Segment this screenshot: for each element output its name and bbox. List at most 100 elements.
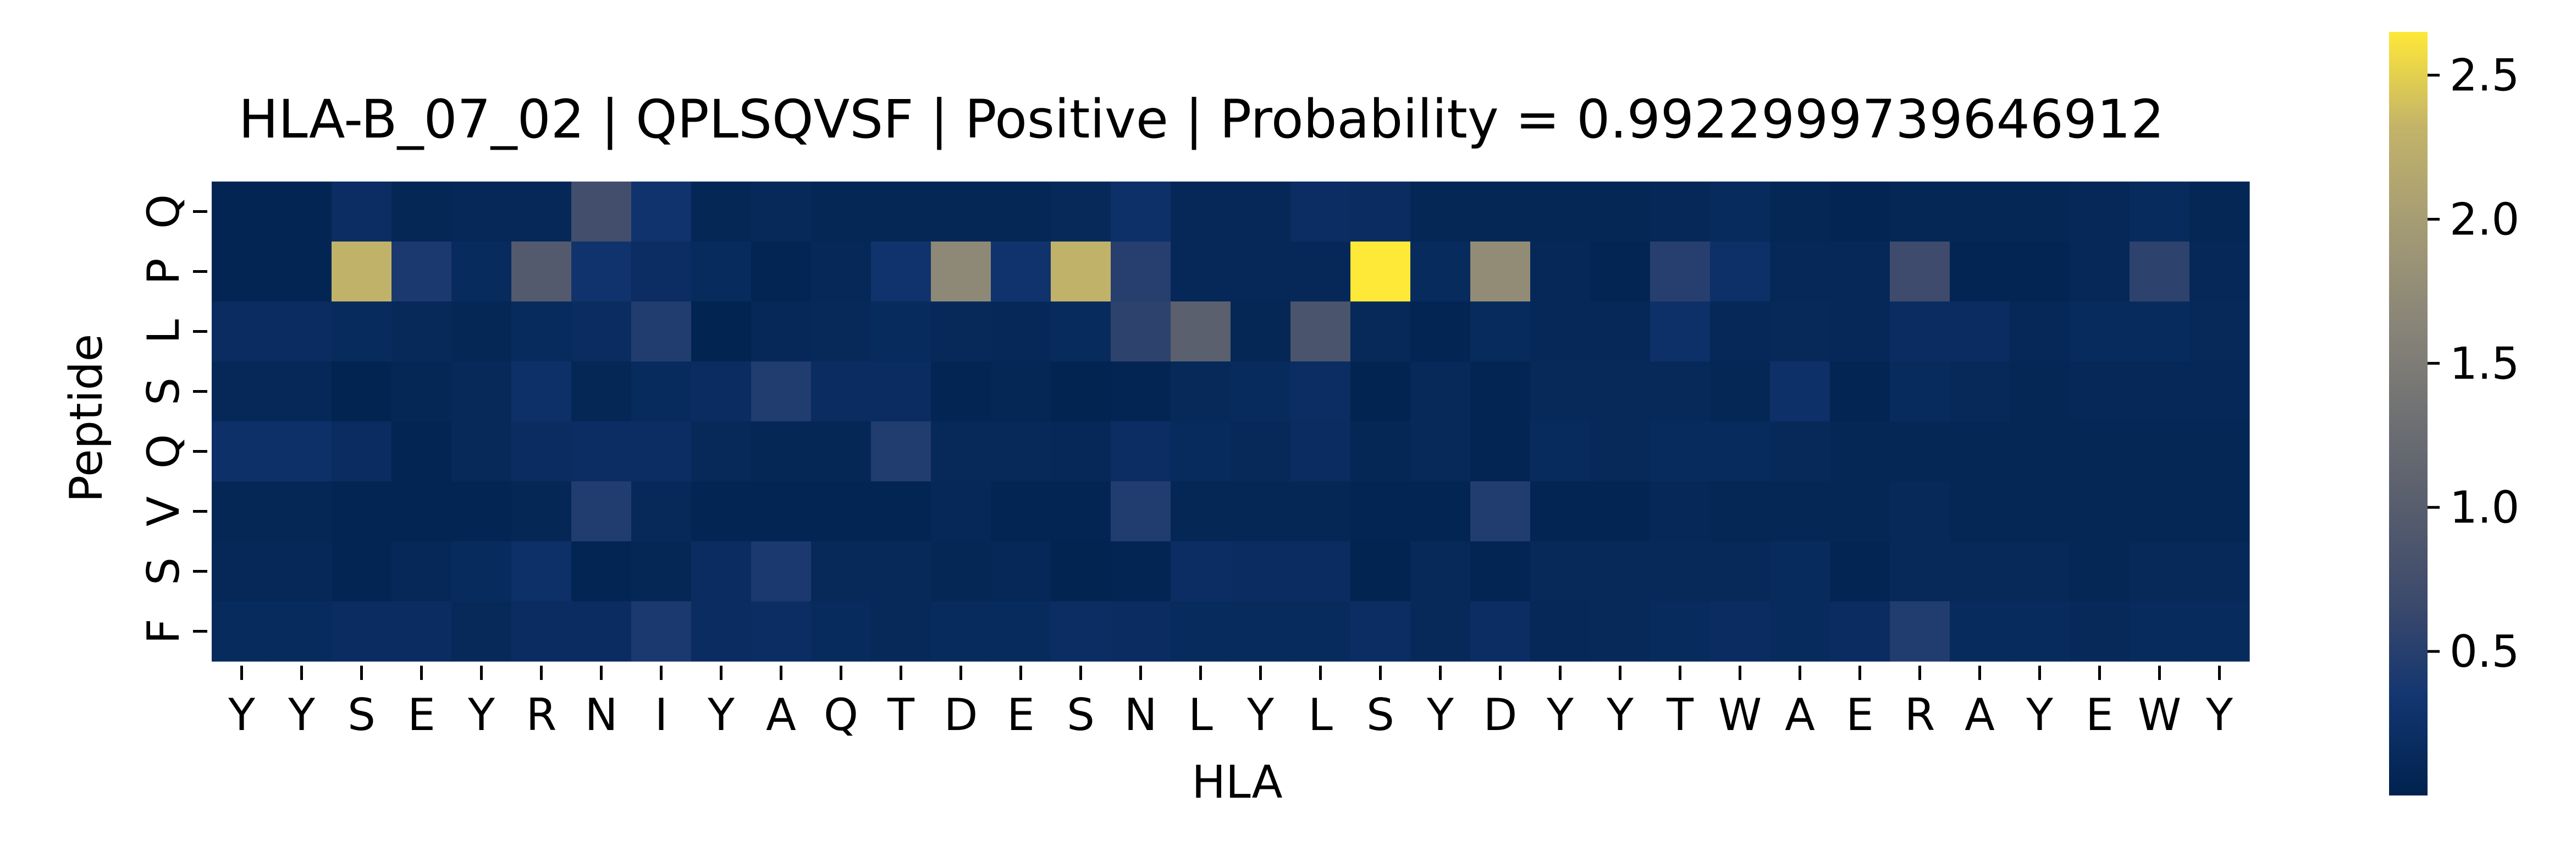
heatmap-cell xyxy=(2189,242,2250,302)
x-tick-label: A xyxy=(766,689,796,740)
heatmap-cell xyxy=(1231,182,1291,242)
heatmap-cell xyxy=(1710,541,1770,602)
heatmap-cell xyxy=(2010,481,2070,542)
heatmap-cell xyxy=(272,242,332,302)
heatmap-cell xyxy=(931,601,991,662)
heatmap-cell xyxy=(1290,421,1351,482)
heatmap-cell xyxy=(391,361,452,422)
heatmap-cell xyxy=(451,541,512,602)
x-tick-label: T xyxy=(1666,689,1694,740)
heatmap-cell xyxy=(1051,242,1111,302)
heatmap-cell xyxy=(1111,541,1171,602)
heatmap-cell xyxy=(1350,301,1411,362)
heatmap-cell xyxy=(991,601,1051,662)
x-tick-label: W xyxy=(2138,689,2181,740)
heatmap-cell xyxy=(1890,182,1950,242)
heatmap-cell xyxy=(931,481,991,542)
heatmap-cell xyxy=(811,481,871,542)
heatmap-cell xyxy=(2130,242,2190,302)
heatmap-cell xyxy=(1770,361,1830,422)
heatmap-cell xyxy=(511,421,572,482)
x-tick-label: L xyxy=(1188,689,1213,740)
heatmap-cell xyxy=(1710,301,1770,362)
heatmap-cell xyxy=(1950,421,2010,482)
heatmap-cell xyxy=(391,421,452,482)
heatmap-cell xyxy=(1590,301,1651,362)
heatmap-cell xyxy=(1051,481,1111,542)
heatmap-cell xyxy=(2010,421,2070,482)
heatmap-cell xyxy=(1890,421,1950,482)
x-tick-label: R xyxy=(526,689,557,740)
heatmap-cell xyxy=(1051,421,1111,482)
heatmap-cell xyxy=(1051,541,1111,602)
heatmap-cell xyxy=(1590,182,1651,242)
heatmap-cell xyxy=(1350,182,1411,242)
heatmap-cell xyxy=(1890,541,1950,602)
heatmap-cell xyxy=(751,421,812,482)
heatmap-cell xyxy=(691,601,752,662)
heatmap-cell xyxy=(1710,182,1770,242)
heatmap-cell xyxy=(391,481,452,542)
heatmap-cell xyxy=(1950,601,2010,662)
x-tick-label: E xyxy=(1846,689,1874,740)
heatmap-cell xyxy=(751,361,812,422)
heatmap-cell xyxy=(1890,601,1950,662)
heatmap-cell xyxy=(212,421,272,482)
heatmap-cell xyxy=(1830,182,1890,242)
heatmap-cell xyxy=(332,182,392,242)
x-tick-label: N xyxy=(585,689,618,740)
heatmap-cell xyxy=(631,601,692,662)
heatmap-cell xyxy=(811,421,871,482)
heatmap-cell xyxy=(391,182,452,242)
heatmap-cell xyxy=(1890,242,1950,302)
heatmap-cell xyxy=(931,361,991,422)
heatmap-cell xyxy=(871,182,931,242)
heatmap-cell xyxy=(451,421,512,482)
x-tick-label: Q xyxy=(824,689,858,740)
heatmap-cell xyxy=(1650,601,1711,662)
y-tick-label: F xyxy=(138,618,189,644)
heatmap-cells xyxy=(212,182,2250,662)
heatmap-cell xyxy=(272,541,332,602)
heatmap-cell xyxy=(1410,601,1471,662)
heatmap-cell xyxy=(991,541,1051,602)
heatmap-cell xyxy=(691,242,752,302)
heatmap-cell xyxy=(811,301,871,362)
heatmap-cell xyxy=(1171,361,1231,422)
heatmap-cell xyxy=(1410,242,1471,302)
heatmap-cell xyxy=(811,541,871,602)
heatmap-cell xyxy=(391,541,452,602)
heatmap-cell xyxy=(571,242,632,302)
heatmap-cell xyxy=(391,601,452,662)
heatmap-cell xyxy=(1650,182,1711,242)
heatmap-cell xyxy=(811,182,871,242)
heatmap-cell xyxy=(1710,242,1770,302)
heatmap-cell xyxy=(1890,481,1950,542)
y-tick-label: S xyxy=(138,377,189,405)
heatmap-cell xyxy=(2130,481,2190,542)
heatmap-cell xyxy=(1470,421,1531,482)
heatmap-cell xyxy=(2070,601,2130,662)
y-tick-label: V xyxy=(138,496,189,526)
heatmap-cell xyxy=(991,301,1051,362)
heatmap-cell xyxy=(1650,242,1711,302)
heatmap-cell xyxy=(1470,601,1531,662)
colorbar xyxy=(2389,32,2428,795)
heatmap-cell xyxy=(2070,541,2130,602)
heatmap-cell xyxy=(1590,242,1651,302)
heatmap-cell xyxy=(1530,601,1591,662)
heatmap-cell xyxy=(2189,541,2250,602)
heatmap-cell xyxy=(1770,421,1830,482)
heatmap-cell xyxy=(1770,481,1830,542)
colorbar-tick-label: 1.5 xyxy=(2450,338,2519,389)
heatmap-cell xyxy=(212,601,272,662)
colorbar-tick-label: 2.0 xyxy=(2450,194,2519,245)
heatmap-cell xyxy=(511,242,572,302)
x-tick-label: L xyxy=(1308,689,1333,740)
heatmap-cell xyxy=(631,182,692,242)
heatmap-cell xyxy=(1770,541,1830,602)
heatmap-cell xyxy=(1650,481,1711,542)
heatmap-cell xyxy=(1350,242,1411,302)
colorbar-tick-label: 1.0 xyxy=(2450,482,2519,533)
